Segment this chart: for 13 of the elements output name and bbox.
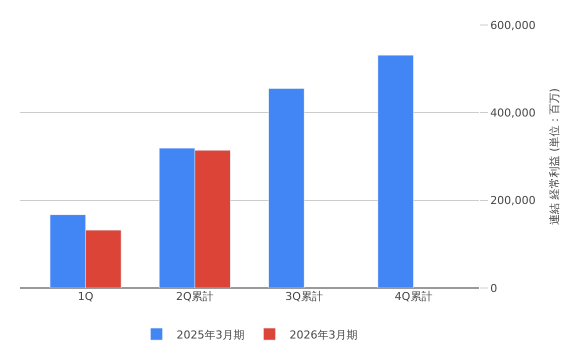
bar [268, 88, 304, 288]
x-tick-label: 3Q累計 [285, 290, 323, 303]
bar [378, 55, 414, 288]
x-tick-label: 1Q [78, 290, 94, 303]
legend-label: 2025年3月期 [176, 328, 244, 342]
y-tick-label: 400,000 [490, 106, 536, 120]
y-tick-label: 600,000 [490, 18, 536, 32]
y2-axis-title: 連結 経常利益 (単位：百万) [548, 88, 561, 225]
x-tick-label: 2Q累計 [176, 290, 214, 303]
x-tick-label: 4Q累計 [394, 290, 432, 303]
legend-label: 2026年3月期 [290, 328, 358, 342]
y-tick-label: 200,000 [490, 194, 536, 208]
y-tick-label: 0 [490, 282, 498, 295]
